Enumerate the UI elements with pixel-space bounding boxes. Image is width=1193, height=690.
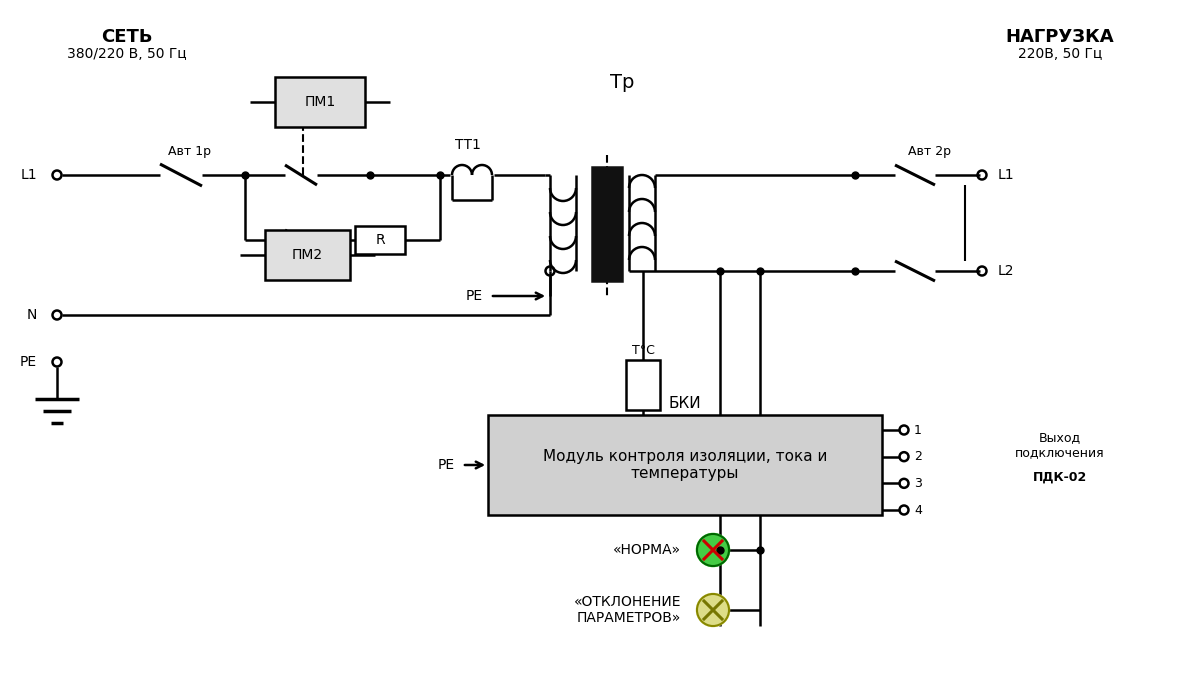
Text: N: N — [26, 308, 37, 322]
Text: L1: L1 — [999, 168, 1014, 182]
Text: 2: 2 — [914, 450, 922, 463]
Text: T°С: T°С — [631, 344, 655, 357]
Text: ПМ1: ПМ1 — [304, 95, 335, 109]
Text: PE: PE — [438, 458, 455, 472]
Bar — [626, 360, 660, 410]
Text: Модуль контроля изоляции, тока и
температуры: Модуль контроля изоляции, тока и темпера… — [543, 448, 827, 481]
Text: БКИ: БКИ — [669, 395, 701, 411]
Bar — [488, 415, 882, 515]
Bar — [276, 77, 365, 127]
Text: ПДК-02: ПДК-02 — [1033, 471, 1087, 484]
Text: Авт 2р: Авт 2р — [909, 146, 952, 159]
Bar — [356, 226, 404, 254]
Circle shape — [697, 594, 729, 626]
Text: 220В, 50 Гц: 220В, 50 Гц — [1018, 47, 1102, 61]
Text: 380/220 В, 50 Гц: 380/220 В, 50 Гц — [67, 47, 187, 61]
Text: 1: 1 — [914, 424, 922, 437]
Circle shape — [697, 534, 729, 566]
Text: Выход
подключения: Выход подключения — [1015, 431, 1105, 459]
Text: 4: 4 — [914, 504, 922, 517]
Text: 3: 3 — [914, 477, 922, 490]
Text: Тр: Тр — [610, 72, 635, 92]
Text: Авт 1р: Авт 1р — [168, 146, 211, 159]
Text: PE: PE — [466, 289, 483, 303]
Text: «НОРМА»: «НОРМА» — [613, 543, 681, 557]
Text: L2: L2 — [999, 264, 1014, 278]
Text: СЕТЬ: СЕТЬ — [101, 28, 153, 46]
Text: ПМ2: ПМ2 — [292, 248, 323, 262]
Text: R: R — [375, 233, 385, 247]
Bar — [592, 167, 622, 281]
Text: PE: PE — [20, 355, 37, 369]
Text: ТТ1: ТТ1 — [455, 138, 481, 152]
Text: «ОТКЛОНЕНИЕ
ПАРАМЕТРОВ»: «ОТКЛОНЕНИЕ ПАРАМЕТРОВ» — [574, 595, 681, 625]
Bar — [265, 230, 350, 280]
Text: L1: L1 — [20, 168, 37, 182]
Text: НАГРУЗКА: НАГРУЗКА — [1006, 28, 1114, 46]
